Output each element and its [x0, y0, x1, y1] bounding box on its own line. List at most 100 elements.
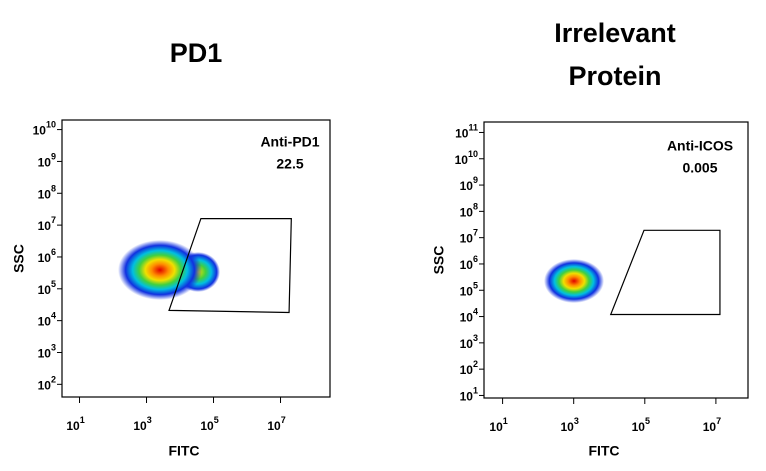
gate-name: Anti-ICOS — [667, 138, 733, 154]
x-tick-label: 101 — [66, 415, 84, 433]
tick-base: 10 — [455, 153, 469, 167]
y-tick-label: 108 — [460, 202, 478, 220]
tick-base: 10 — [460, 258, 474, 272]
x-tick-label: 103 — [561, 416, 579, 434]
tick-base: 10 — [33, 124, 47, 138]
tick-exponent: 6 — [473, 254, 478, 264]
y-tick-label: 108 — [38, 184, 56, 202]
x-tick-label: 107 — [703, 416, 721, 434]
gate-value: 0.005 — [682, 160, 717, 176]
y-tick-label: 1010 — [33, 120, 56, 138]
y-tick-label: 109 — [460, 175, 478, 193]
gate — [609, 229, 721, 316]
tick-base: 10 — [460, 179, 474, 193]
tick-base: 10 — [200, 419, 214, 433]
tick-base: 10 — [38, 315, 52, 329]
tick-exponent: 1 — [80, 415, 85, 425]
tick-exponent: 8 — [473, 202, 478, 212]
x-axis-label: FITC — [588, 443, 619, 459]
tick-exponent: 3 — [574, 416, 579, 426]
tick-exponent: 2 — [473, 360, 478, 370]
tick-exponent: 3 — [147, 415, 152, 425]
y-tick-label: 105 — [38, 279, 56, 297]
tick-base: 10 — [460, 337, 474, 351]
tick-exponent: 2 — [51, 375, 56, 385]
x-tick-label: 105 — [632, 416, 650, 434]
tick-exponent: 11 — [468, 123, 478, 133]
x-tick-label: 105 — [200, 415, 218, 433]
tick-base: 10 — [38, 347, 52, 361]
x-tick-label: 101 — [489, 416, 507, 434]
chart-title: PD1 — [170, 38, 223, 68]
tick-exponent: 3 — [473, 333, 478, 343]
tick-exponent: 7 — [716, 416, 721, 426]
tick-exponent: 8 — [51, 184, 56, 194]
tick-base: 10 — [38, 156, 52, 170]
y-tick-label: 107 — [460, 228, 478, 246]
plot-frame — [61, 119, 331, 398]
y-tick-label: 106 — [460, 254, 478, 272]
y-tick-label: 1011 — [455, 123, 478, 141]
tick-base: 10 — [460, 232, 474, 246]
y-tick-label: 105 — [460, 281, 478, 299]
gate-value: 22.5 — [276, 156, 303, 172]
chart-title: Irrelevant — [554, 18, 676, 48]
tick-base: 10 — [133, 419, 147, 433]
tick-exponent: 7 — [51, 215, 56, 225]
plot-frame — [483, 121, 749, 399]
tick-base: 10 — [460, 363, 474, 377]
chart-title: Protein — [568, 61, 661, 91]
density-cloud — [118, 240, 604, 303]
y-tick-label: 103 — [460, 333, 478, 351]
y-tick-label: 109 — [38, 152, 56, 170]
y-tick-label: 106 — [38, 247, 56, 265]
y-tick-label: 104 — [38, 311, 56, 329]
tick-base: 10 — [460, 311, 474, 325]
tick-base: 10 — [38, 187, 52, 201]
y-tick-label: 104 — [460, 307, 478, 325]
tick-base: 10 — [460, 206, 474, 220]
y-axis-label: SSC — [11, 244, 27, 273]
tick-exponent: 9 — [473, 175, 478, 185]
y-tick-label: 107 — [38, 215, 56, 233]
tick-exponent: 7 — [281, 415, 286, 425]
tick-exponent: 7 — [473, 228, 478, 238]
tick-exponent: 9 — [51, 152, 56, 162]
tick-exponent: 5 — [645, 416, 650, 426]
tick-exponent: 10 — [468, 149, 478, 159]
tick-base: 10 — [455, 127, 469, 141]
y-tick-label: 1010 — [455, 149, 478, 167]
tick-base: 10 — [561, 420, 575, 434]
tick-exponent: 5 — [473, 281, 478, 291]
y-tick-label: 102 — [460, 360, 478, 378]
tick-base: 10 — [38, 219, 52, 233]
y-tick-label: 102 — [38, 375, 56, 393]
tick-exponent: 5 — [51, 279, 56, 289]
tick-base: 10 — [460, 390, 474, 404]
tick-base: 10 — [38, 379, 52, 393]
tick-base: 10 — [632, 420, 646, 434]
tick-exponent: 3 — [51, 343, 56, 353]
tick-exponent: 5 — [214, 415, 219, 425]
tick-base: 10 — [489, 420, 503, 434]
tick-base: 10 — [460, 284, 474, 298]
tick-exponent: 1 — [473, 386, 478, 396]
x-axis-label: FITC — [168, 443, 199, 459]
y-axis-label: SSC — [431, 246, 447, 275]
tick-exponent: 10 — [46, 120, 56, 130]
tick-base: 10 — [703, 420, 717, 434]
tick-exponent: 4 — [51, 311, 56, 321]
tick-base: 10 — [38, 251, 52, 265]
tick-exponent: 1 — [503, 416, 508, 426]
y-tick-label: 101 — [460, 386, 478, 404]
tick-exponent: 4 — [473, 307, 478, 317]
tick-base: 10 — [66, 419, 80, 433]
gate — [168, 218, 292, 314]
tick-base: 10 — [38, 283, 52, 297]
gate-name: Anti-PD1 — [260, 134, 319, 150]
x-tick-label: 107 — [267, 415, 285, 433]
tick-base: 10 — [267, 419, 281, 433]
x-tick-label: 103 — [133, 415, 151, 433]
